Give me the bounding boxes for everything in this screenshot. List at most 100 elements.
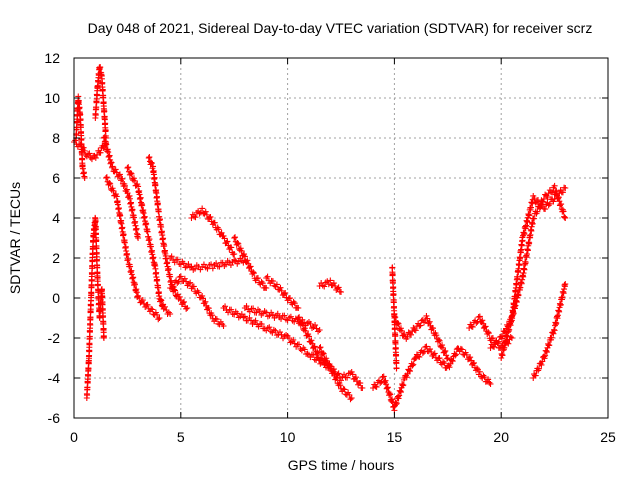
data-point bbox=[121, 239, 128, 246]
data-point bbox=[312, 322, 319, 329]
data-point bbox=[244, 257, 251, 264]
data-point bbox=[475, 314, 482, 321]
data-point bbox=[92, 154, 99, 161]
data-point bbox=[430, 325, 437, 332]
data-point bbox=[424, 315, 431, 322]
y-tick-label: -2 bbox=[48, 330, 61, 346]
data-point bbox=[344, 374, 351, 381]
data-point bbox=[208, 261, 215, 268]
data-point bbox=[155, 316, 162, 323]
series-track-f bbox=[103, 174, 163, 323]
data-point bbox=[299, 320, 306, 327]
data-point bbox=[86, 341, 93, 348]
data-point bbox=[168, 253, 175, 260]
data-point bbox=[407, 368, 414, 375]
data-point bbox=[88, 289, 95, 296]
y-tick-label: -6 bbox=[48, 410, 61, 426]
data-point bbox=[508, 335, 515, 341]
data-point bbox=[228, 306, 235, 313]
data-point bbox=[400, 382, 407, 389]
data-point bbox=[544, 194, 551, 201]
data-point bbox=[389, 272, 396, 279]
data-point bbox=[247, 263, 254, 270]
data-point bbox=[499, 352, 506, 359]
data-point bbox=[144, 301, 151, 308]
data-point bbox=[347, 396, 354, 403]
data-point bbox=[295, 341, 302, 348]
series-track-w bbox=[466, 313, 515, 352]
data-point bbox=[176, 293, 183, 300]
data-point bbox=[250, 270, 257, 277]
data-point bbox=[534, 208, 541, 215]
data-point bbox=[88, 156, 95, 163]
data-point bbox=[558, 201, 565, 208]
data-point bbox=[529, 220, 536, 227]
data-point bbox=[258, 278, 265, 285]
data-point bbox=[211, 219, 218, 226]
data-point bbox=[133, 225, 140, 232]
data-point bbox=[317, 344, 324, 351]
data-point bbox=[219, 259, 226, 266]
data-point bbox=[509, 312, 516, 319]
data-point bbox=[556, 202, 563, 209]
data-point bbox=[99, 86, 106, 93]
data-point bbox=[204, 265, 211, 272]
data-point bbox=[235, 240, 242, 247]
data-point bbox=[199, 292, 206, 299]
data-point bbox=[129, 206, 136, 213]
data-point bbox=[531, 195, 538, 202]
data-point bbox=[161, 242, 168, 249]
data-point bbox=[103, 175, 110, 181]
y-axis-label: SDTVAR / TECUs bbox=[7, 182, 23, 294]
data-point bbox=[443, 355, 450, 362]
data-point bbox=[183, 305, 190, 312]
data-point bbox=[316, 345, 323, 351]
data-point bbox=[143, 220, 150, 227]
data-point bbox=[559, 294, 566, 301]
data-point bbox=[521, 230, 528, 237]
data-point bbox=[311, 343, 318, 350]
data-point bbox=[195, 208, 202, 215]
data-point bbox=[176, 274, 183, 281]
data-point bbox=[181, 275, 188, 282]
data-point bbox=[108, 159, 115, 166]
data-point bbox=[390, 291, 397, 298]
data-point bbox=[349, 371, 356, 378]
data-point bbox=[155, 284, 162, 291]
data-point bbox=[449, 358, 456, 365]
data-point bbox=[335, 370, 342, 377]
series-track-v bbox=[412, 343, 494, 387]
data-point bbox=[218, 229, 225, 236]
data-point bbox=[180, 260, 187, 267]
series-track-n bbox=[263, 273, 302, 311]
data-point bbox=[442, 347, 449, 354]
data-point bbox=[139, 202, 146, 209]
data-point bbox=[380, 373, 387, 380]
data-point bbox=[295, 315, 302, 321]
data-point bbox=[179, 299, 186, 306]
data-point bbox=[485, 329, 492, 336]
x-tick-label: 10 bbox=[280, 429, 296, 445]
data-point bbox=[387, 391, 394, 398]
data-point bbox=[167, 311, 174, 317]
data-point bbox=[433, 332, 440, 339]
data-point bbox=[469, 323, 476, 330]
data-point bbox=[377, 380, 384, 387]
data-point bbox=[146, 154, 153, 161]
data-point bbox=[112, 166, 119, 173]
data-point bbox=[220, 323, 227, 329]
data-point bbox=[392, 332, 399, 339]
data-point bbox=[416, 353, 423, 360]
data-point bbox=[549, 189, 556, 196]
data-point bbox=[422, 344, 429, 351]
data-point bbox=[395, 320, 402, 327]
data-point bbox=[86, 150, 93, 157]
data-point bbox=[546, 342, 553, 349]
y-tick-labels: -6 -4 -2 0 2 4 6 8 10 12 bbox=[44, 50, 60, 426]
data-point bbox=[448, 357, 455, 364]
data-point bbox=[154, 200, 161, 207]
data-point bbox=[338, 289, 344, 295]
series-track-r bbox=[316, 344, 366, 391]
data-point bbox=[130, 175, 137, 182]
data-point bbox=[467, 354, 474, 361]
